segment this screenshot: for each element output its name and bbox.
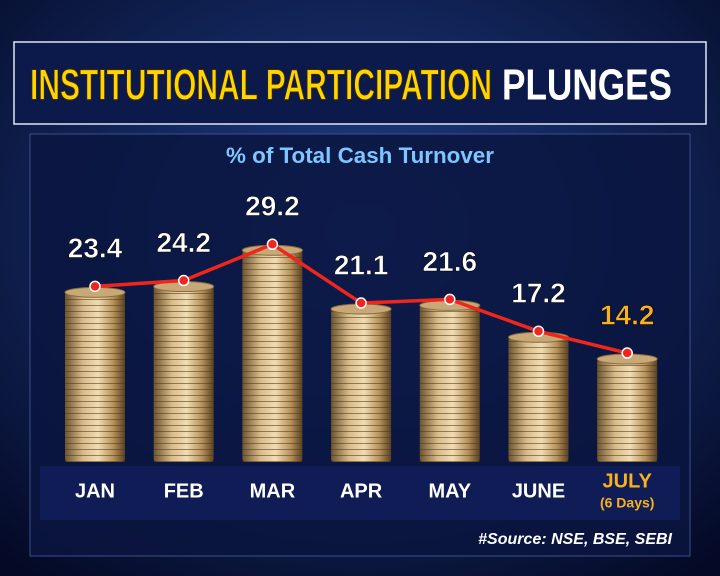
point: [532, 325, 545, 338]
coin-ridges: [65, 292, 125, 462]
value-label: 17.2: [511, 278, 566, 309]
coin-ridges: [153, 286, 214, 462]
coin-ridges: [597, 359, 658, 462]
x-tick-label: FEB: [164, 480, 204, 502]
category-band: [40, 466, 680, 520]
x-tick-note: (6 Days): [600, 495, 654, 511]
value-label: 23.4: [68, 233, 123, 264]
x-tick-label: JUNE: [512, 480, 565, 502]
source: #Source: NSE, BSE, SEBI: [478, 531, 672, 548]
title-band: [13, 41, 707, 125]
x-tick-label: MAY: [428, 480, 471, 502]
coin-ridges: [419, 305, 480, 462]
value-label: 21.6: [423, 246, 478, 277]
x-tick-label: JULY: [603, 470, 653, 492]
chart-title-end: PLUNGES: [502, 61, 672, 110]
subtitle: % of Total Cash Turnover: [226, 143, 494, 168]
point: [89, 280, 101, 293]
chart-title: INSTITUTIONAL PARTICIPATION: [30, 61, 492, 110]
x-tick-label: JAN: [75, 480, 115, 502]
point: [621, 347, 633, 359]
x-tick-label: APR: [340, 480, 383, 502]
value-label: 21.1: [334, 249, 389, 280]
x-tick-label: MAR: [250, 480, 296, 502]
value-label: 24.2: [156, 227, 211, 258]
coin-ridges: [331, 309, 392, 462]
point: [266, 238, 279, 251]
value-label: 29.2: [245, 191, 300, 222]
point: [444, 293, 456, 306]
coin-ridges: [242, 250, 303, 462]
point: [355, 297, 367, 309]
value-label: 14.2: [600, 299, 655, 330]
point: [177, 274, 190, 287]
coin-ridges: [508, 337, 569, 462]
